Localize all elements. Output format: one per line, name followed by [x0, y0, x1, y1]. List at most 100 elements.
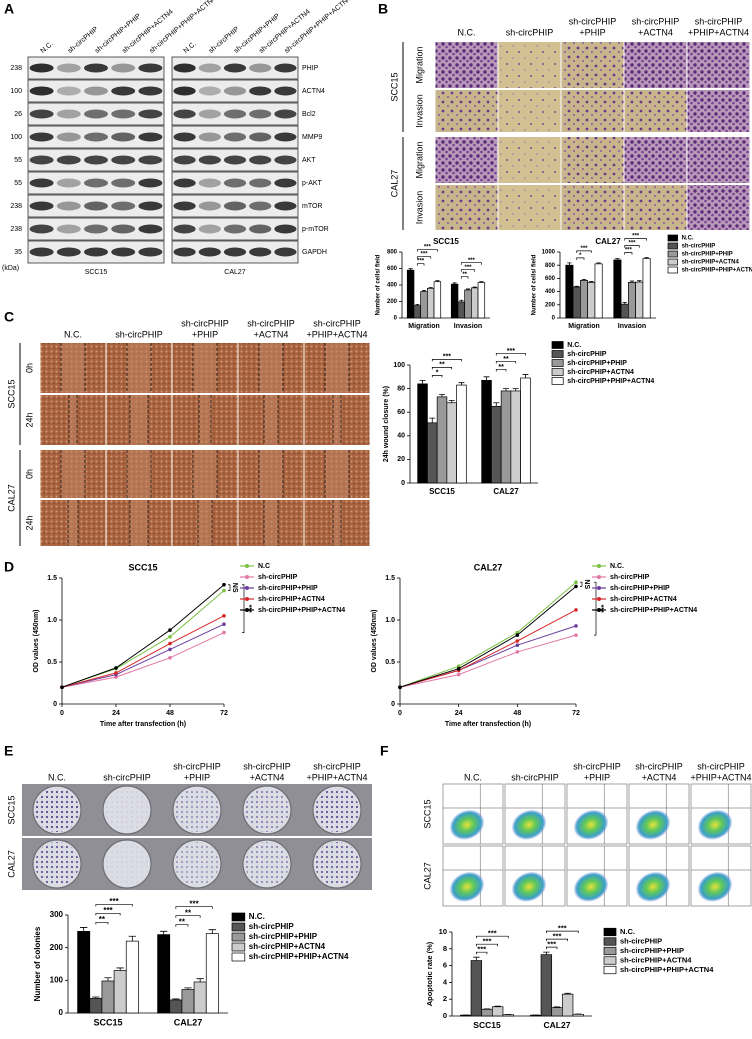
point: [456, 666, 461, 671]
legend-marker: [245, 586, 249, 590]
point: [222, 622, 226, 626]
significance-label: **: [179, 917, 186, 926]
significance-bracket: [175, 906, 213, 909]
blot-band: [223, 247, 247, 257]
point: [168, 647, 172, 652]
x-tick-label: CAL27: [544, 1020, 571, 1030]
y-tick-label: 0: [443, 1011, 447, 1020]
bar: [464, 289, 472, 319]
significance-label: ***: [488, 929, 497, 938]
error-bar: [415, 303, 420, 306]
lane-label: sh-circPHIP+PHIP+ACTN4: [148, 0, 217, 55]
significance-label: ***: [553, 932, 562, 941]
column-header: sh-circPHIP: [573, 761, 621, 771]
micrograph: [435, 137, 498, 183]
colonies: [245, 788, 289, 832]
legend-label: sh-circPHIP+PHIP: [249, 932, 318, 941]
bar: [551, 1007, 563, 1017]
legend-swatch: [551, 368, 564, 376]
column-header: +PHIP+ACTN4: [306, 772, 367, 782]
legend-swatch: [667, 250, 678, 258]
error-bar: [622, 302, 627, 305]
wound-gap: [127, 343, 151, 393]
legend-label: N.C: [258, 563, 270, 570]
bar: [470, 287, 479, 319]
column-header: sh-circPHIP: [181, 318, 229, 328]
bar: [436, 396, 448, 484]
wound-gap: [325, 450, 349, 498]
significance-bracket: [431, 366, 453, 370]
legend-label: sh-circPHIP+ACTN4: [610, 596, 677, 603]
y-tick-label: 0: [401, 480, 405, 487]
micrograph: [435, 42, 498, 88]
micrograph: [687, 90, 750, 132]
blot-band: [223, 201, 247, 211]
point: [515, 630, 520, 635]
bar: [426, 287, 435, 319]
column-header: sh-circPHIP: [635, 761, 683, 771]
lane-label: sh-circPHIP+PHIP: [233, 12, 282, 54]
panel-label: B: [378, 1, 388, 17]
legend-label: sh-circPHIP+PHIP+ACTN4: [258, 607, 345, 614]
micrograph: [498, 90, 561, 132]
kda-marker: 238: [10, 203, 22, 210]
legend-label: N.C.: [567, 342, 581, 349]
chart-title: CAL27: [595, 237, 621, 246]
bar: [446, 402, 457, 484]
y-tick-label: 4: [443, 977, 448, 986]
y-axis-label: Apoptotic rate (%): [425, 941, 434, 1006]
y-tick-label: 0.5: [47, 659, 57, 666]
bar: [520, 377, 531, 484]
error-bar: [80, 927, 88, 932]
significance-bracket: [624, 245, 640, 248]
protein-label: PHIP: [302, 65, 319, 72]
significance-bracket: [476, 951, 488, 955]
y-tick-label: 600: [545, 276, 556, 282]
legend-label: sh-circPHIP+PHIP+ACTN4: [567, 378, 654, 385]
significance-bracket: [476, 935, 509, 939]
error-bar: [637, 280, 642, 283]
significance-bracket: [95, 913, 121, 916]
bar: [413, 305, 422, 319]
blot-band: [84, 132, 108, 142]
colonies: [35, 788, 79, 832]
bar: [572, 286, 581, 319]
y-tick-label: 8: [443, 944, 447, 953]
error-bar: [503, 388, 509, 391]
significance-label: ***: [103, 906, 113, 915]
blot-band: [111, 224, 136, 234]
bar: [420, 291, 428, 319]
bar: [491, 405, 502, 484]
legend-marker: [597, 575, 601, 579]
significance-bracket: [580, 581, 583, 587]
micrograph: [498, 137, 561, 183]
cell-cloud: [511, 809, 547, 840]
column-header: +PHIP: [584, 772, 610, 782]
error-bar: [629, 280, 635, 283]
time-label: 24h: [24, 515, 34, 530]
significance-label: NS: [231, 583, 238, 593]
y-axis-label: Number of cells/ field: [532, 254, 538, 315]
wound-gap: [264, 500, 278, 546]
micrograph: [687, 137, 750, 183]
bar: [125, 940, 139, 1014]
error-bar: [493, 402, 500, 407]
legend-label: sh-circPHIP+ACTN4: [258, 596, 325, 603]
cell-cloud: [573, 871, 609, 902]
error-bar: [208, 929, 216, 934]
blot-strip: [171, 79, 299, 103]
protein-label: AKT: [302, 157, 316, 164]
cell-line-label: SCC15: [85, 269, 108, 276]
point: [168, 656, 172, 660]
column-header: sh-circPHIP: [247, 318, 295, 328]
bar: [181, 989, 195, 1014]
significance-label: ***: [547, 940, 556, 949]
legend-label: sh-circPHIP+ACTN4: [567, 369, 634, 376]
blot-band: [29, 224, 54, 234]
blot-band: [111, 155, 136, 165]
significance-label: ***: [625, 248, 633, 254]
bar: [157, 934, 171, 1014]
y-tick-label: 0: [59, 1008, 64, 1017]
legend-label: sh-circPHIP+PHIP: [610, 585, 670, 592]
significance-bracket: [175, 915, 201, 918]
